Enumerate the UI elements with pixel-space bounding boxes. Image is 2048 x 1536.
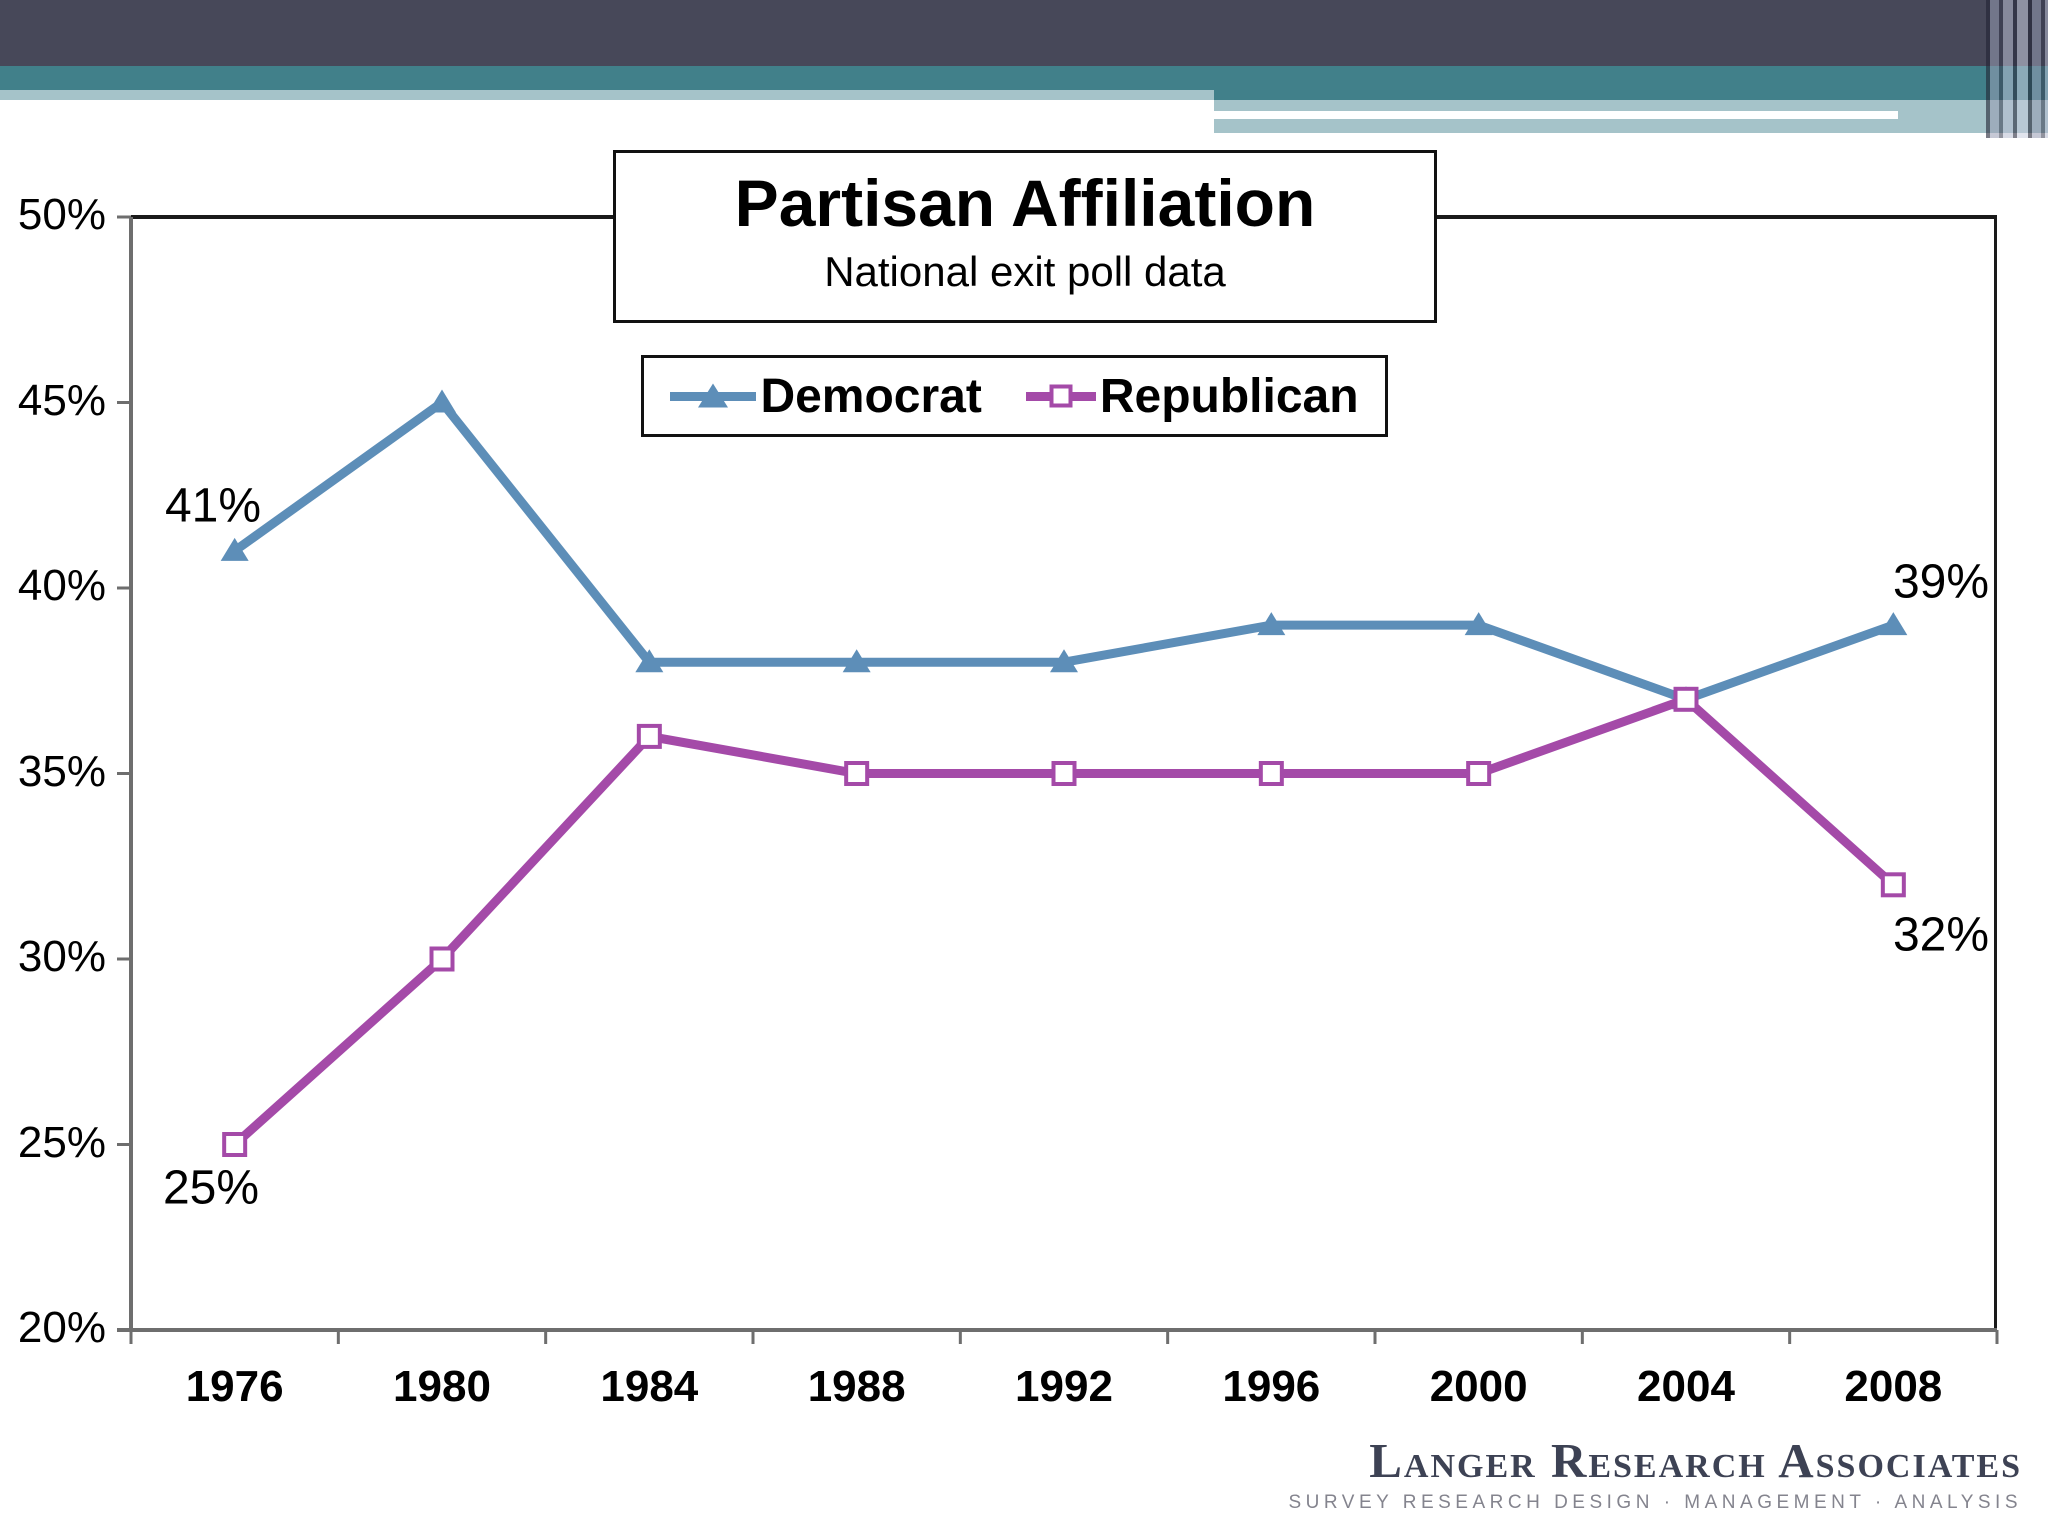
header-slate-bar bbox=[0, 0, 2048, 66]
header-corner-stripes-decoration bbox=[1986, 0, 2048, 138]
x-tick-label: 2008 bbox=[1844, 1362, 1943, 1411]
y-tick-label: 50% bbox=[17, 190, 106, 239]
democrat-triangle-marker-icon bbox=[698, 383, 729, 408]
chart-subtitle: National exit poll data bbox=[824, 248, 1226, 296]
x-tick-label: 2004 bbox=[1637, 1362, 1735, 1411]
chart-title-box: Partisan Affiliation National exit poll … bbox=[613, 150, 1437, 323]
x-tick-label: 1992 bbox=[1015, 1362, 1113, 1411]
annotation-republican-1976: 25% bbox=[162, 1161, 260, 1215]
header-teal-extension bbox=[1214, 90, 2048, 100]
legend-item-republican: Republican bbox=[1025, 369, 1359, 424]
x-tick-label: 1984 bbox=[600, 1362, 699, 1411]
header-white-stripe bbox=[1214, 111, 1898, 119]
legend-label-republican: Republican bbox=[1099, 369, 1359, 423]
x-tick-label: 1996 bbox=[1222, 1362, 1321, 1411]
y-tick-label: 30% bbox=[17, 932, 106, 981]
header-teal-bar bbox=[0, 66, 2048, 90]
chart-title: Partisan Affiliation bbox=[734, 166, 1316, 240]
y-tick-label: 25% bbox=[17, 1117, 106, 1167]
langer-research-logo: Langer Research Associates SURVEY RESEAR… bbox=[1289, 1436, 2023, 1514]
y-tick-label: 35% bbox=[17, 746, 106, 796]
y-tick-label: 40% bbox=[17, 561, 106, 610]
republican-line-sample bbox=[1025, 384, 1096, 408]
x-tick-label: 1980 bbox=[393, 1362, 491, 1411]
chart-legend: Democrat Republican bbox=[641, 355, 1388, 437]
annotation-republican-2008: 32% bbox=[1892, 908, 1990, 962]
annotation-democrat-2008: 39% bbox=[1892, 555, 1990, 609]
x-tick-label: 2000 bbox=[1429, 1362, 1528, 1411]
legend-item-democrat: Democrat bbox=[670, 369, 982, 424]
annotation-democrat-1976: 41% bbox=[164, 479, 262, 533]
republican-square-marker-icon bbox=[1049, 384, 1073, 408]
logo-tagline: SURVEY RESEARCH DESIGN · MANAGEMENT · AN… bbox=[1288, 1492, 2022, 1513]
democrat-line-sample bbox=[670, 383, 757, 408]
x-tick-label: 1988 bbox=[807, 1362, 906, 1411]
logo-wordmark: Langer Research Associates bbox=[1369, 1433, 2022, 1488]
x-tick-label: 1976 bbox=[185, 1362, 284, 1411]
legend-label-democrat: Democrat bbox=[760, 369, 982, 423]
y-tick-label: 45% bbox=[17, 375, 106, 425]
y-tick-label: 20% bbox=[17, 1303, 106, 1352]
header-light-stripe-left bbox=[0, 90, 1214, 100]
